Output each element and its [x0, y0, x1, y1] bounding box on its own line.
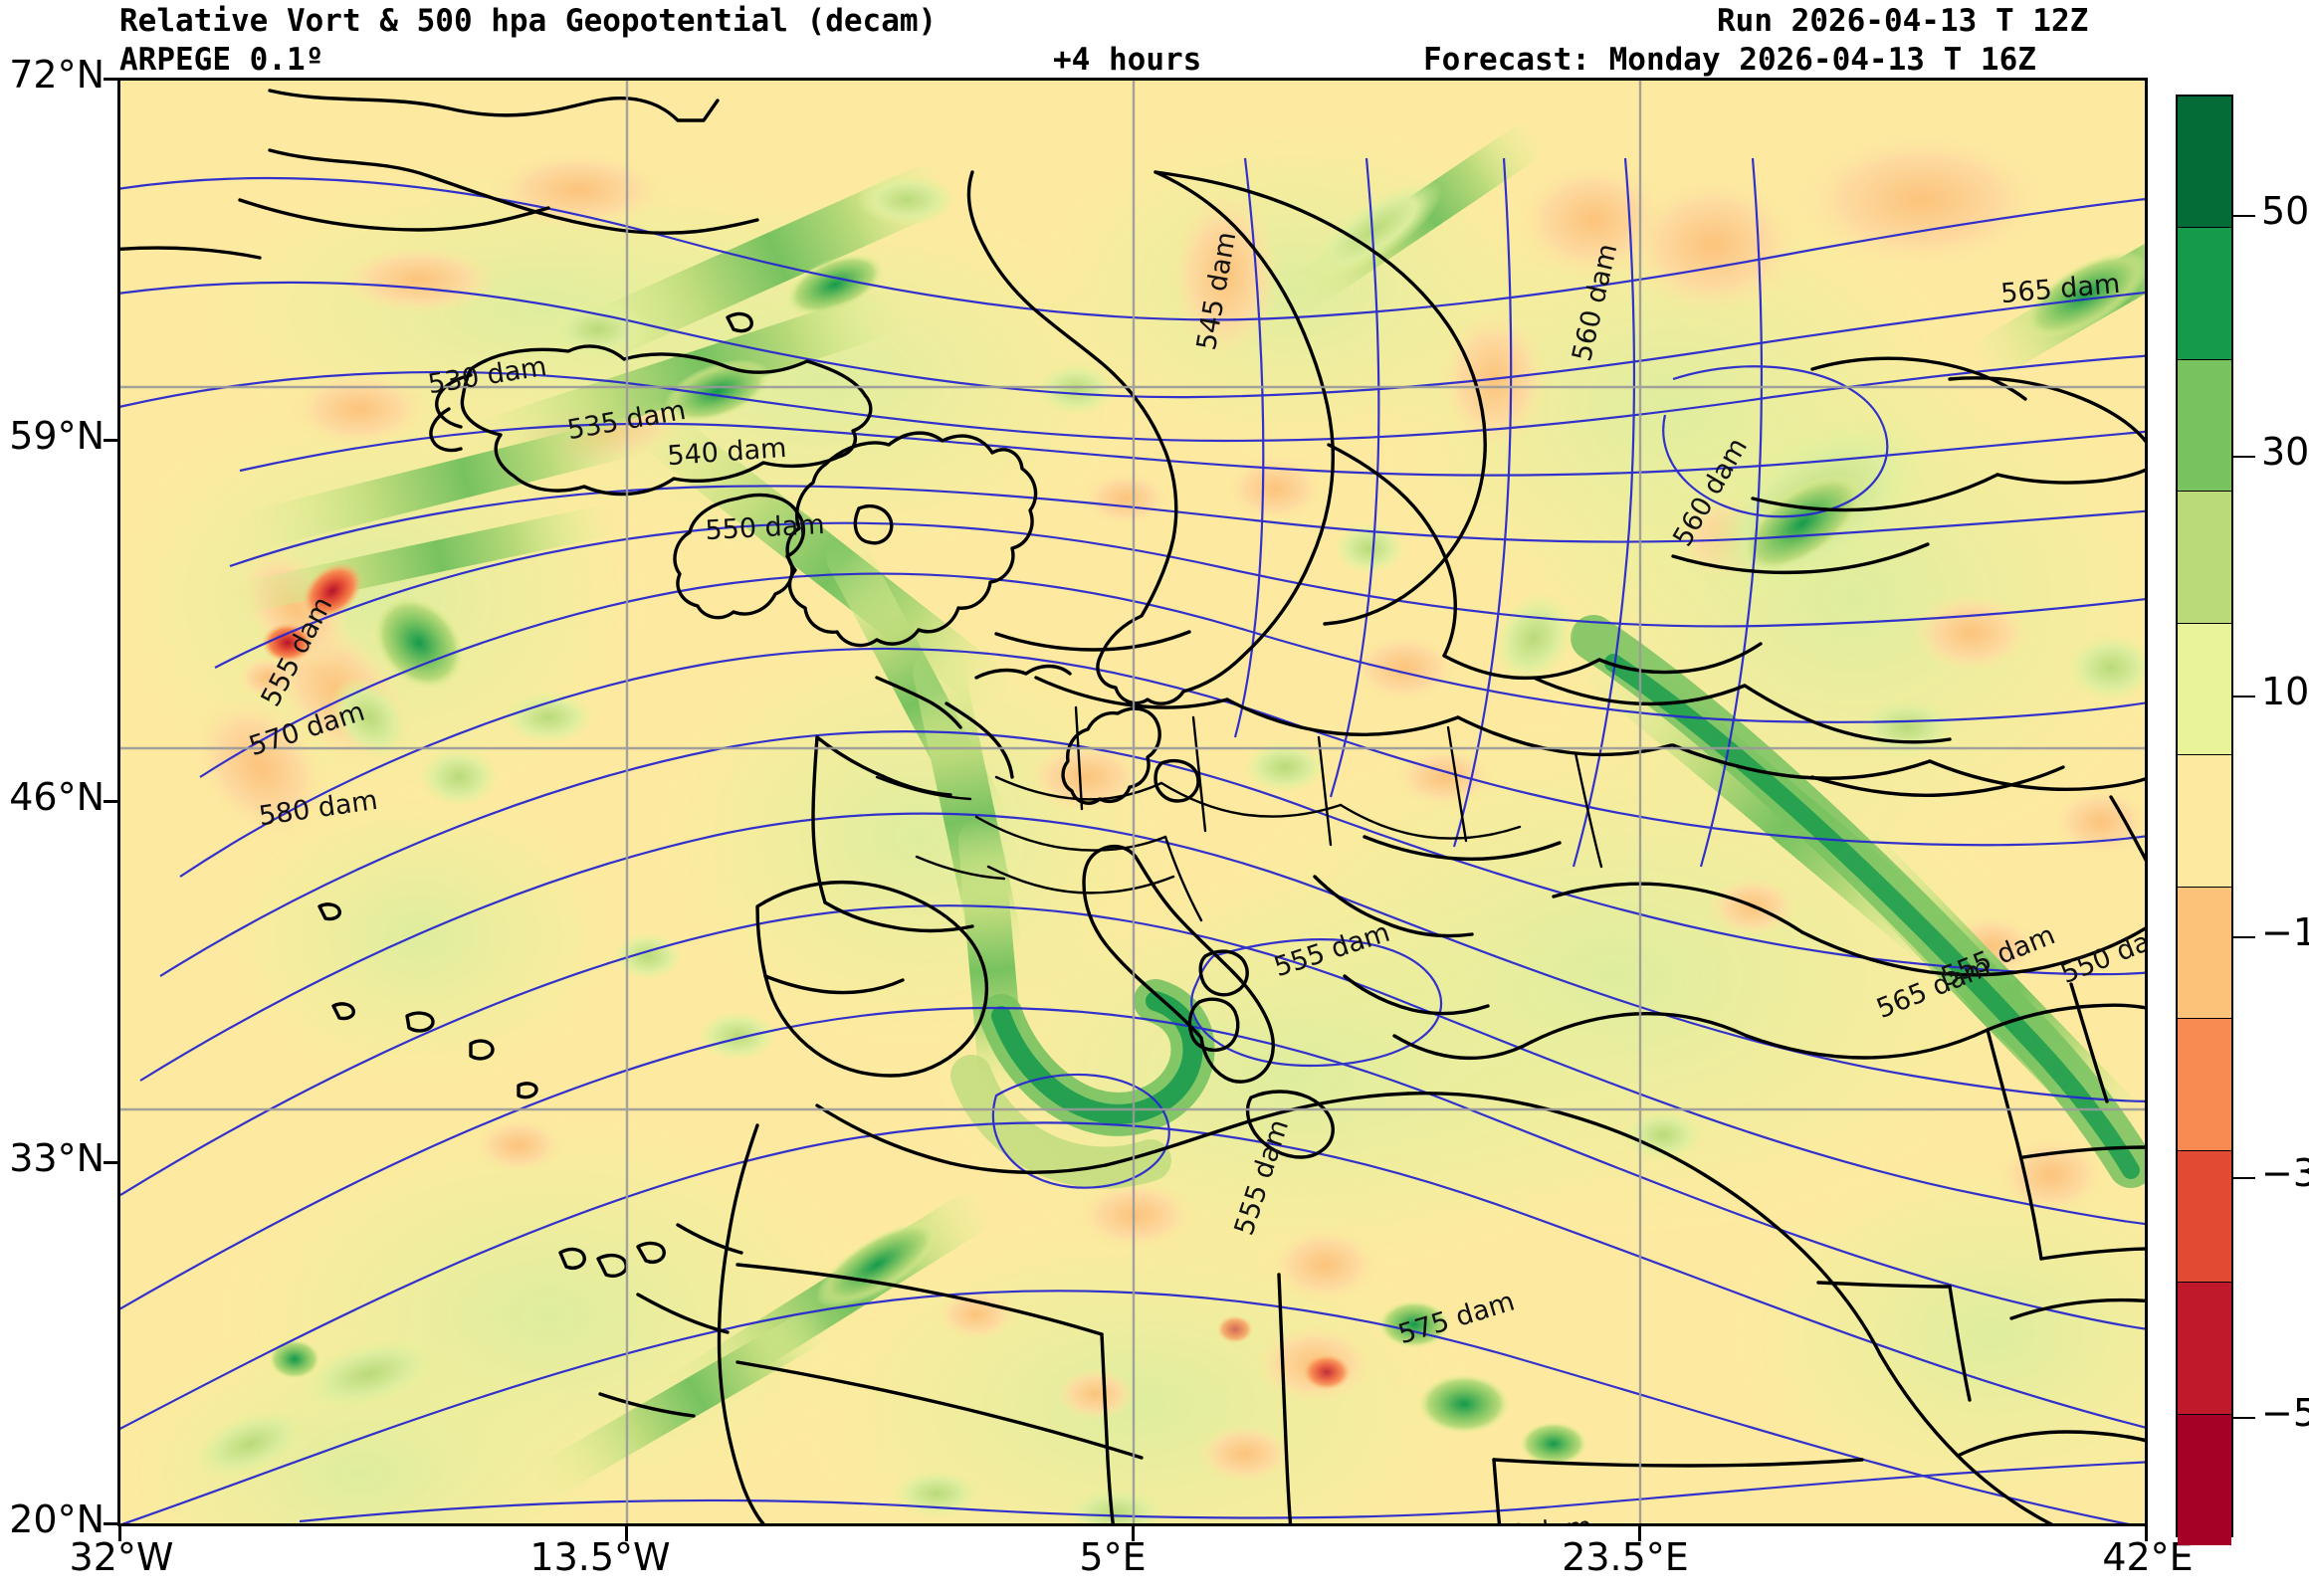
colorbar-band	[2178, 755, 2231, 887]
colorbar-tick-mark	[2233, 696, 2255, 698]
colorbar-tick-label: 50	[2261, 189, 2309, 233]
colorbar-band	[2178, 360, 2231, 492]
x-tick-mark	[118, 1525, 121, 1541]
y-tick-mark	[104, 1522, 119, 1525]
colorbar-band	[2178, 1019, 2231, 1150]
y-tick-label-33N: 33°N	[0, 1136, 105, 1180]
x-tick-label-32W: 32°W	[42, 1535, 201, 1579]
model-name: ARPEGE 0.1º	[119, 42, 323, 78]
y-tick-mark	[104, 439, 119, 442]
x-tick-label-13p5W: 13.5°W	[496, 1535, 705, 1579]
forecast-timestamp: Forecast: Monday 2026-04-13 T 16Z	[1423, 42, 2036, 78]
x-tick-mark	[625, 1525, 628, 1541]
x-tick-mark	[1638, 1525, 1641, 1541]
y-tick-mark	[104, 78, 119, 81]
colorbar-band	[2178, 888, 2231, 1019]
y-tick-label-46N: 46°N	[0, 775, 105, 819]
colorbar-band	[2178, 1283, 2231, 1414]
lead-time: +4 hours	[1053, 42, 1201, 78]
x-tick-mark	[2145, 1525, 2148, 1541]
colorbar-tick-mark	[2233, 936, 2255, 938]
run-timestamp: Run 2026-04-13 T 12Z	[1717, 3, 2088, 39]
y-tick-label-59N: 59°N	[0, 414, 105, 458]
y-tick-mark	[104, 1161, 119, 1164]
x-tick-mark	[1132, 1525, 1135, 1541]
map-plot-area: 530 dam535 dam540 dam545 dam550 dam555 d…	[117, 78, 2148, 1526]
colorbar-tick-label: −10	[2261, 910, 2309, 954]
colorbar-tick-mark	[2233, 1417, 2255, 1419]
colorbar-tick-mark	[2233, 456, 2255, 458]
colorbar-band	[2178, 1151, 2231, 1283]
colorbar-tick-label: 30	[2261, 430, 2309, 474]
page-title: Relative Vort & 500 hpa Geopotential (de…	[119, 3, 937, 39]
colorbar-tick-label: −50	[2261, 1391, 2309, 1435]
colorbar-tick-label: −30	[2261, 1151, 2309, 1195]
chart-header: Relative Vort & 500 hpa Geopotential (de…	[0, 0, 2309, 78]
colorbar-tick-label: 10	[2261, 670, 2309, 713]
colorbar-band	[2178, 492, 2231, 623]
colorbar-band	[2178, 1415, 2231, 1545]
x-tick-label-23p5E: 23.5°E	[1521, 1535, 1730, 1579]
weather-map: 530 dam535 dam540 dam545 dam550 dam555 d…	[120, 81, 2145, 1523]
colorbar-tick-mark	[2233, 1177, 2255, 1179]
y-tick-mark	[104, 800, 119, 803]
colorbar-band	[2178, 228, 2231, 359]
y-tick-label-72N: 72°N	[0, 53, 105, 97]
colorbar-band	[2178, 624, 2231, 755]
colorbar	[2176, 95, 2233, 1537]
x-tick-label-5E: 5°E	[1033, 1535, 1192, 1579]
colorbar-tick-mark	[2233, 215, 2255, 217]
contour-label: 550 dam	[705, 509, 826, 546]
colorbar-band	[2178, 97, 2231, 228]
